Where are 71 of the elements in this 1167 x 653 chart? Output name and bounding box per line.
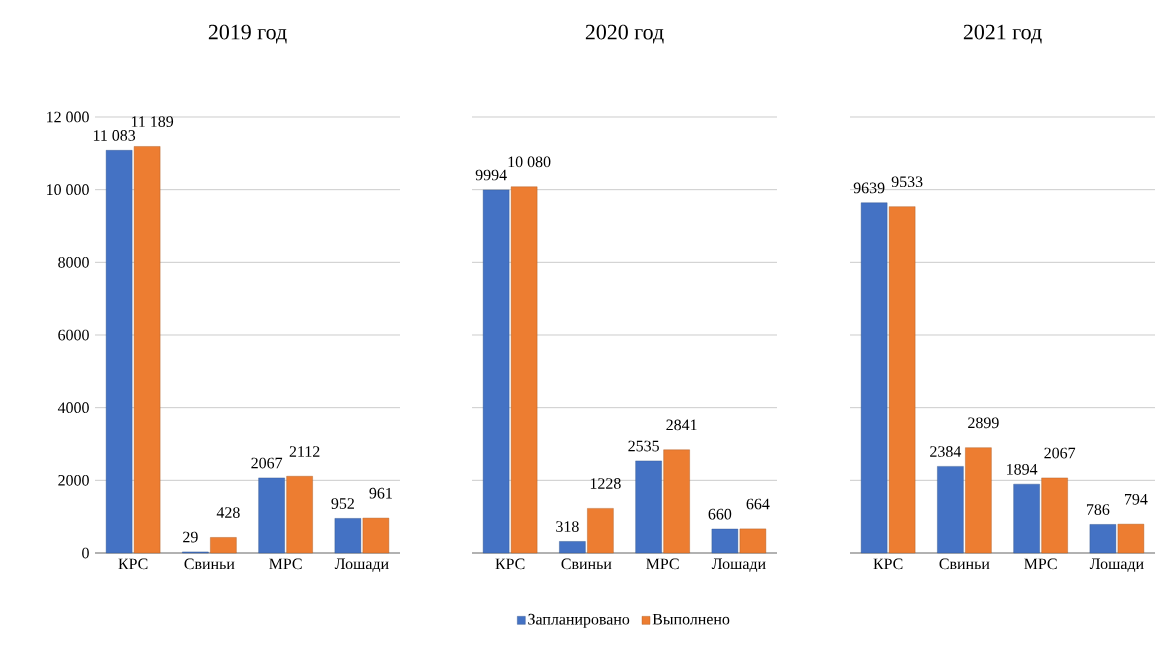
data-label: 10 080 xyxy=(508,156,551,168)
data-label: 952 xyxy=(331,498,354,509)
chart-title: 2019 год xyxy=(208,24,287,44)
x-tick-label: Лошади xyxy=(334,558,389,573)
legend-label: Выполнено xyxy=(652,613,730,625)
x-tick-label: Свиньи xyxy=(561,558,612,570)
data-label: 9994 xyxy=(475,169,507,181)
y-tick-label: 0 xyxy=(82,547,89,559)
bar xyxy=(663,449,690,554)
data-label: 11 083 xyxy=(93,130,136,141)
y-tick-label: 12 000 xyxy=(47,111,89,123)
y-tick-label: 10 000 xyxy=(47,184,89,196)
data-label: 2841 xyxy=(666,419,697,431)
data-label: 2535 xyxy=(628,440,659,452)
bar xyxy=(965,447,992,554)
bar xyxy=(711,528,739,554)
data-label: 9533 xyxy=(891,176,923,188)
bar xyxy=(1013,483,1040,554)
x-tick-label: МРС xyxy=(269,558,302,570)
legend-label: Запланировано xyxy=(528,613,630,628)
bar xyxy=(334,518,362,554)
data-label: 29 xyxy=(183,531,198,543)
y-tick-label: 2000 xyxy=(58,474,89,486)
data-label: 9639 xyxy=(853,182,885,194)
data-label: 2384 xyxy=(930,446,962,457)
bar xyxy=(1117,523,1145,554)
bar xyxy=(937,466,964,554)
chart-title: 2020 год xyxy=(585,24,664,44)
bar xyxy=(635,460,662,554)
y-tick-label: 6000 xyxy=(58,329,89,341)
bar xyxy=(587,508,614,554)
bar xyxy=(510,186,538,554)
data-label: 1894 xyxy=(1007,463,1038,475)
x-tick-label: КРС xyxy=(118,558,148,570)
bar xyxy=(133,146,161,554)
x-tick-label: МРС xyxy=(646,558,679,570)
x-tick-label: Лошади xyxy=(711,558,766,573)
chart-title: 2021 год xyxy=(963,24,1042,44)
y-tick-label: 8000 xyxy=(58,256,89,268)
data-label: 2112 xyxy=(289,446,320,457)
bar xyxy=(482,189,510,554)
data-label: 961 xyxy=(369,487,392,499)
bar xyxy=(860,202,888,554)
data-label: 11 189 xyxy=(131,116,174,127)
x-tick-label: КРС xyxy=(873,558,903,570)
bar xyxy=(210,537,237,554)
y-tick-label: 4000 xyxy=(57,402,89,414)
data-label: 2899 xyxy=(968,417,999,429)
x-tick-label: КРС xyxy=(495,558,525,570)
bar xyxy=(1041,477,1068,554)
data-label: 2067 xyxy=(1044,447,1076,459)
data-label: 318 xyxy=(556,521,579,532)
bar xyxy=(286,476,313,554)
bar xyxy=(362,517,390,554)
data-label: 664 xyxy=(746,498,770,510)
bar xyxy=(888,206,916,554)
data-label: 660 xyxy=(708,508,732,520)
x-tick-label: Свиньи xyxy=(939,558,990,570)
bar xyxy=(105,150,133,554)
x-tick-label: Лошади xyxy=(1089,558,1144,573)
data-label: 794 xyxy=(1124,493,1148,505)
bar xyxy=(739,528,767,554)
data-label: 428 xyxy=(216,507,240,518)
bar xyxy=(258,477,285,554)
bar xyxy=(559,541,586,554)
data-label: 2067 xyxy=(251,457,283,469)
data-label: 786 xyxy=(1086,504,1110,515)
x-tick-label: МРС xyxy=(1024,558,1057,570)
bar xyxy=(1089,524,1117,554)
data-label: 1228 xyxy=(590,478,621,489)
x-tick-label: Свиньи xyxy=(184,558,235,570)
